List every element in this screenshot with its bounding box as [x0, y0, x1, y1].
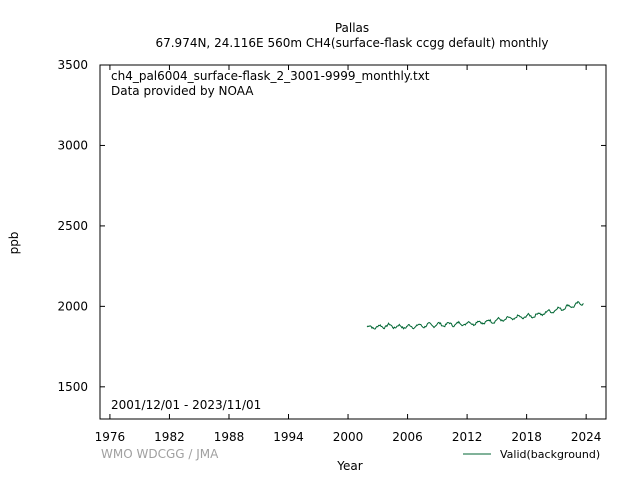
y-tick-label: 2000	[57, 299, 88, 313]
x-axis: 1976 1982 1988 1994 2000 2006 2012 2018 2024	[95, 65, 602, 444]
x-tick-label: 2006	[392, 430, 423, 444]
period-annotation: 2001/12/01 - 2023/11/01	[111, 398, 261, 412]
y-tick-label: 3500	[57, 58, 88, 72]
x-tick-label: 1988	[214, 430, 245, 444]
file-annotation: ch4_pal6004_surface-flask_2_3001-9999_mo…	[111, 69, 430, 83]
watermark: WMO WDCGG / JMA	[101, 447, 219, 461]
y-tick-label: 1500	[57, 380, 88, 394]
series-layer	[366, 300, 584, 330]
y-tick-label: 3000	[57, 138, 88, 152]
plot-frame	[99, 64, 607, 420]
y-axis-label: ppb	[7, 232, 21, 255]
x-tick-label: 2012	[452, 430, 483, 444]
y-axis: 1500 2000 2500 3000 3500	[57, 58, 606, 394]
provider-annotation: Data provided by NOAA	[111, 84, 254, 98]
x-tick-label: 2000	[333, 430, 364, 444]
y-tick-label: 2500	[57, 219, 88, 233]
legend-label: Valid(background)	[500, 448, 600, 461]
series-line	[366, 300, 584, 330]
x-axis-label: Year	[336, 459, 362, 473]
x-tick-label: 1982	[154, 430, 185, 444]
x-tick-label: 1976	[95, 430, 126, 444]
chart-title: Pallas	[335, 21, 369, 35]
chart-subtitle: 67.974N, 24.116E 560m CH4(surface-flask …	[155, 36, 548, 50]
x-tick-label: 2024	[571, 430, 602, 444]
x-tick-label: 2018	[511, 430, 542, 444]
x-tick-label: 1994	[273, 430, 304, 444]
